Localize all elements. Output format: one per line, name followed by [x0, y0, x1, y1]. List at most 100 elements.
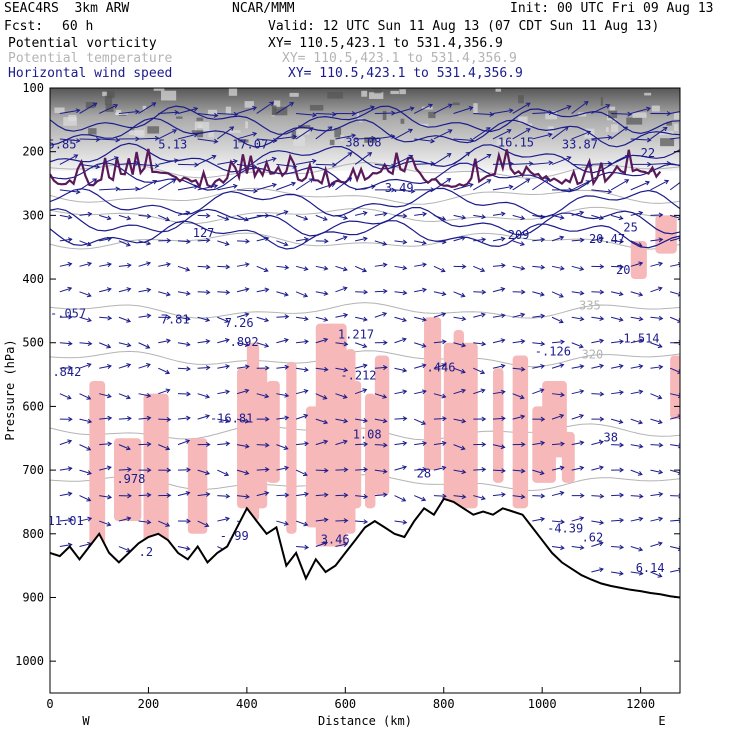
- wind-arrow: [512, 240, 525, 246]
- pv-shading-cell: [296, 128, 310, 135]
- plot-area: 5.85 5.13 17.07 38.08 16.15 33.87 22 3.49 127 209…: [50, 88, 680, 693]
- wind-arrow: [276, 291, 289, 296]
- wind-arrow: [118, 288, 131, 293]
- wind-arrow: [335, 152, 352, 165]
- wind-arrow: [296, 160, 316, 165]
- wind-arrow: [630, 107, 651, 114]
- forecast-hours: 60 h: [62, 19, 94, 34]
- wind-arrow: [453, 152, 470, 165]
- wind-arrow: [453, 469, 466, 473]
- wind-speed-label: 3.49: [385, 181, 414, 195]
- wind-arrowhead: [579, 516, 585, 522]
- pv-shading-cell: [611, 124, 619, 133]
- wind-arrow: [492, 237, 505, 242]
- wind-arrowhead: [284, 392, 290, 398]
- wind-arrow: [118, 363, 131, 369]
- wind-arrow: [630, 181, 650, 191]
- wind-arrow: [492, 185, 513, 191]
- wind-arrowhead: [224, 318, 230, 323]
- wind-arrow: [611, 265, 624, 268]
- wind-arrowhead: [465, 151, 471, 157]
- wind-arrow: [453, 316, 466, 320]
- wind-arrowhead: [461, 235, 467, 241]
- wind-arrowhead: [520, 265, 526, 271]
- wind-arrow: [177, 367, 190, 370]
- wind-arrow: [99, 316, 112, 319]
- wind-arrowhead: [126, 363, 132, 368]
- wind-arrowhead: [252, 131, 258, 137]
- wind-arrowhead: [165, 445, 171, 451]
- wind-arrow: [374, 290, 387, 293]
- wind-arrow: [118, 546, 131, 552]
- wind-arrowhead: [106, 287, 112, 293]
- wind-arrow: [650, 342, 662, 348]
- wind-arrow: [551, 265, 564, 270]
- wind-arrow: [138, 163, 159, 167]
- wind-arrow: [610, 214, 623, 220]
- wind-arrowhead: [500, 313, 506, 319]
- field-wind-xy: XY= 110.5,423.1 to 531.4,356.9: [288, 66, 523, 81]
- wind-arrow: [335, 214, 348, 219]
- wind-arrow: [611, 391, 624, 395]
- wind-arrowhead: [599, 289, 605, 295]
- wind-arrow: [512, 495, 525, 498]
- wind-arrow: [433, 442, 446, 446]
- wind-arrowhead: [302, 471, 308, 477]
- field-pv-xy: XY= 110.5,423.1 to 531.4,356.9: [268, 36, 503, 51]
- wind-arrowhead: [252, 164, 258, 170]
- wind-arrowhead: [244, 418, 250, 424]
- wind-arrow: [79, 213, 92, 216]
- wind-arrowhead: [441, 393, 447, 399]
- wind-arrowhead: [205, 213, 211, 219]
- wind-arrow: [295, 291, 308, 297]
- wind-arrowhead: [525, 102, 531, 107]
- wind-arrow: [413, 104, 433, 114]
- pv-shading-cell: [428, 111, 436, 119]
- wind-arrowhead: [165, 369, 171, 375]
- wind-arrow: [374, 135, 395, 140]
- wind-arrow: [630, 418, 643, 424]
- y-tick-label: 100: [22, 81, 44, 95]
- wind-arrowhead: [402, 265, 408, 271]
- wind-arrowhead: [166, 238, 172, 244]
- wind-arrowhead: [311, 158, 317, 164]
- wind-arrow: [158, 159, 178, 165]
- wind-arrowhead: [225, 264, 231, 270]
- wind-speed-contour: [50, 142, 680, 174]
- wind-arrowhead: [382, 492, 388, 498]
- wind-arrow: [512, 313, 525, 318]
- wind-arrowhead: [461, 469, 467, 475]
- wind-arrowhead: [154, 135, 160, 141]
- wind-arrow: [630, 365, 643, 369]
- wind-arrow: [473, 112, 494, 116]
- wind-speed-label: -4.39: [547, 522, 583, 536]
- wind-arrow: [236, 342, 249, 346]
- wind-arrowhead: [558, 318, 564, 324]
- wind-arrowhead: [618, 215, 624, 221]
- model-label: SEAC4RS 3km ARW: [4, 1, 130, 16]
- wind-arrow: [532, 238, 545, 242]
- wind-arrowhead: [225, 493, 231, 499]
- wind-arrowhead: [193, 106, 199, 112]
- wind-arrow: [276, 366, 289, 369]
- wind-arrow: [354, 389, 367, 395]
- wind-arrowhead: [447, 103, 453, 109]
- wind-arrow: [217, 365, 230, 369]
- wind-arrow: [59, 519, 72, 522]
- wind-arrowhead: [67, 341, 73, 346]
- wind-arrow: [630, 495, 643, 497]
- wind-arrowhead: [152, 180, 158, 185]
- wind-arrow: [670, 444, 680, 447]
- wind-arrowhead: [559, 490, 565, 496]
- pv-shading-cell: [626, 117, 643, 125]
- wind-arrow: [296, 367, 309, 371]
- pv-shading-cell: [274, 100, 281, 109]
- wind-arrow: [296, 546, 309, 549]
- wind-arrowhead: [481, 289, 487, 295]
- wind-arrow: [394, 442, 407, 446]
- wind-arrow: [355, 185, 375, 191]
- wind-arrowhead: [409, 106, 415, 112]
- wind-arrowhead: [172, 129, 178, 134]
- wind-arrow: [414, 213, 427, 216]
- wind-arrow: [295, 390, 308, 395]
